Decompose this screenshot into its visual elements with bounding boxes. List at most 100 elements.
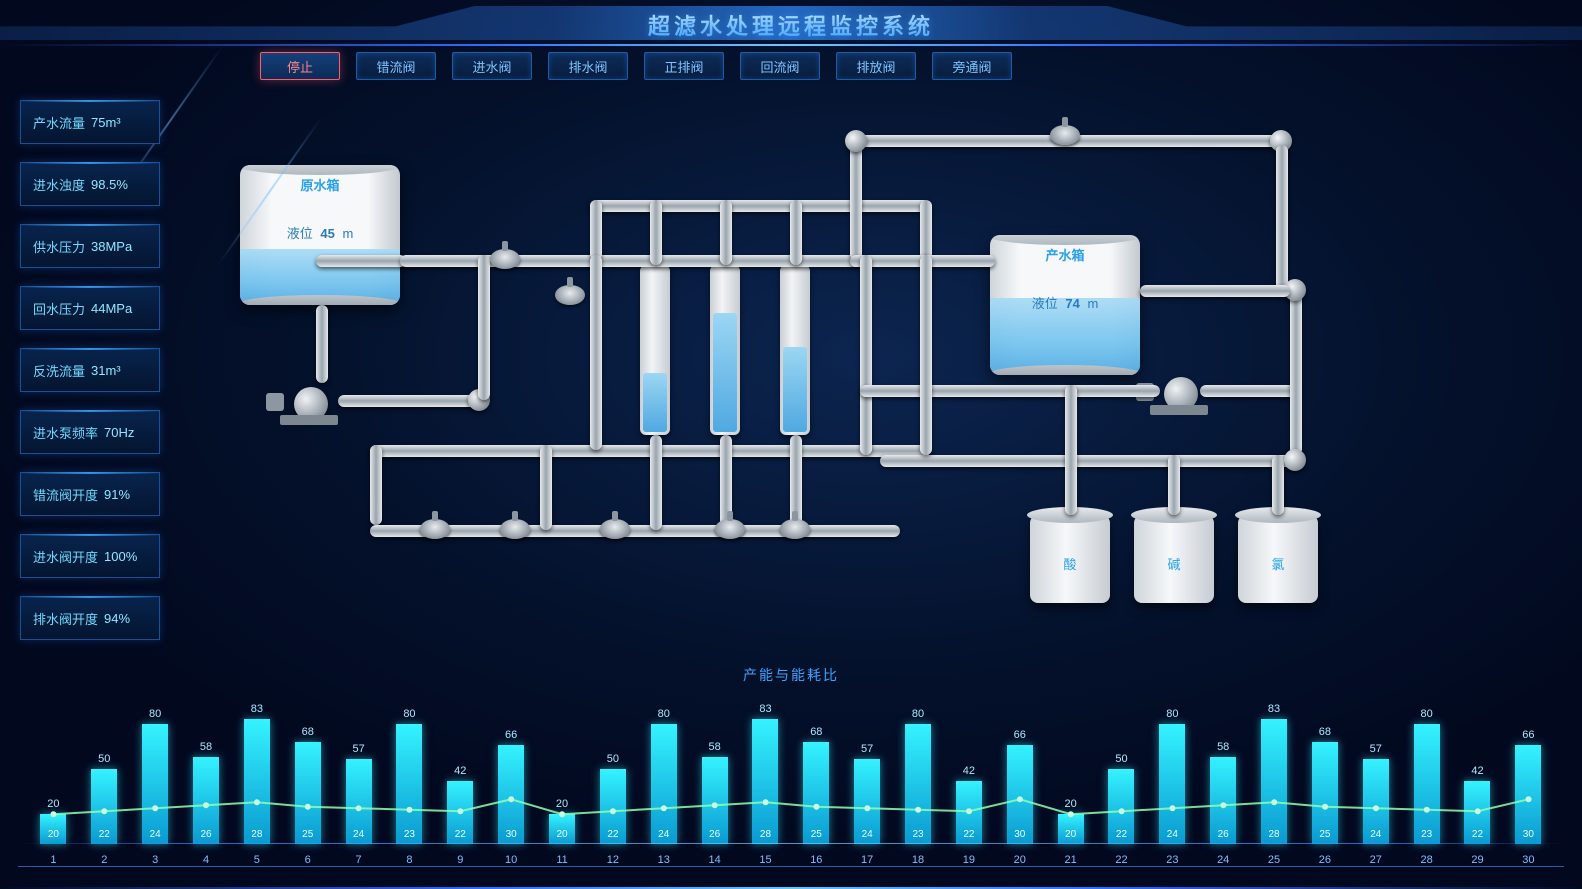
line-series: [53, 799, 1528, 814]
metric-value: 44MPa: [91, 301, 132, 316]
line-point: [864, 805, 870, 811]
metric-value: 100%: [104, 549, 137, 564]
metric-card-7: 进水阀开度100%: [20, 534, 160, 578]
chem-label: 碱: [1134, 554, 1214, 573]
line-point: [813, 804, 819, 810]
toolbar-button-4[interactable]: 正排阀: [644, 52, 724, 80]
line-point: [763, 799, 769, 805]
level-label: 液位: [1032, 296, 1058, 311]
filter-column-3: [780, 265, 810, 435]
product-tank-title: 产水箱: [990, 245, 1140, 264]
feed-pump: [280, 383, 338, 425]
metric-card-3: 回水压力44MPa: [20, 286, 160, 330]
metric-card-2: 供水压力38MPa: [20, 224, 160, 268]
toolbar-button-6[interactable]: 排放阀: [836, 52, 916, 80]
metric-card-1: 进水浊度98.5%: [20, 162, 160, 206]
metric-value: 91%: [104, 487, 130, 502]
line-point: [203, 802, 209, 808]
x-axis-label: 24: [1198, 854, 1249, 866]
x-axis-label: 27: [1350, 854, 1401, 866]
line-point: [1475, 808, 1481, 814]
metric-label: 进水泵频率: [33, 423, 98, 442]
acid-tank: 酸: [1030, 515, 1110, 603]
line-point: [305, 804, 311, 810]
x-axis-label: 3: [130, 854, 181, 866]
pipe: [1200, 385, 1300, 397]
metric-card-6: 错流阀开度 91%: [20, 472, 160, 516]
x-axis-label: 14: [689, 854, 740, 866]
tank-bottom: [990, 365, 1140, 375]
toolbar-button-0[interactable]: 停止: [260, 52, 340, 80]
pipe: [880, 455, 1300, 467]
level-unit: m: [1087, 296, 1098, 311]
line-point: [1322, 804, 1328, 810]
line-point: [966, 808, 972, 814]
pipe: [920, 200, 932, 260]
source-tank-level: 液位 45 m: [240, 223, 400, 242]
pipe: [1168, 455, 1180, 515]
filter-column-2: [710, 265, 740, 435]
toolbar-button-7[interactable]: 旁通阀: [932, 52, 1012, 80]
pipe: [478, 255, 490, 400]
valve-icon: [555, 285, 585, 305]
pipe: [1272, 455, 1284, 515]
capacity-chart: 2020150222802435826483285682565724780238…: [18, 687, 1564, 867]
metric-value: 31m³: [91, 363, 121, 378]
tank-lid: [240, 165, 400, 175]
x-axis-label: 26: [1299, 854, 1350, 866]
line-point: [915, 807, 921, 813]
line-point: [1220, 802, 1226, 808]
pipe: [1065, 385, 1077, 515]
metric-label: 反洗流量: [33, 361, 85, 380]
metric-card-8: 排水阀开度94%: [20, 596, 160, 640]
product-tank: 产水箱 液位 74 m: [990, 235, 1140, 375]
chart-baseline: [18, 843, 1564, 844]
line-point: [356, 805, 362, 811]
x-axis-label: 30: [1503, 854, 1554, 866]
metric-value: 94%: [104, 611, 130, 626]
valve-icon: [500, 519, 530, 539]
metric-value: 75m³: [91, 115, 121, 130]
line-point: [101, 808, 107, 814]
page-title: 超滤水处理远程监控系统: [648, 9, 934, 41]
metric-card-5: 进水泵频率 70Hz: [20, 410, 160, 454]
filter-column-1: [640, 265, 670, 435]
line-point: [1526, 796, 1532, 802]
pipe: [790, 200, 802, 265]
metric-value: 38MPa: [91, 239, 132, 254]
x-axis-label: 12: [587, 854, 638, 866]
alkali-tank: 碱: [1134, 515, 1214, 603]
x-axis-label: 2: [79, 854, 130, 866]
pipe-elbow: [1284, 449, 1306, 471]
filter-water: [713, 313, 737, 432]
process-diagram: 原水箱 液位 45 m 产水箱 液位 74 m 酸 碱 氯: [220, 95, 1480, 645]
pipe: [590, 200, 930, 212]
pipe: [540, 445, 552, 530]
pipe: [316, 305, 328, 383]
line-point: [508, 796, 514, 802]
line-point: [50, 811, 56, 817]
x-axis-label: 13: [638, 854, 689, 866]
x-axis-label: 18: [893, 854, 944, 866]
metric-label: 进水浊度: [33, 175, 85, 194]
chart-section: 产能与能耗比 202015022280243582648328568256572…: [18, 665, 1564, 875]
level-label: 液位: [287, 226, 313, 241]
source-tank-title: 原水箱: [240, 175, 400, 194]
valve-icon: [600, 519, 630, 539]
toolbar-button-2[interactable]: 进水阀: [452, 52, 532, 80]
pipe: [850, 135, 862, 260]
product-tank-level: 液位 74 m: [990, 293, 1140, 312]
x-axis-label: 7: [333, 854, 384, 866]
x-axis-label: 16: [791, 854, 842, 866]
source-tank: 原水箱 液位 45 m: [240, 165, 400, 305]
line-point: [1017, 796, 1023, 802]
pipe: [370, 445, 382, 525]
metric-value: 70Hz: [104, 425, 134, 440]
toolbar-button-3[interactable]: 排水阀: [548, 52, 628, 80]
line-point: [1373, 805, 1379, 811]
toolbar-button-5[interactable]: 回流阀: [740, 52, 820, 80]
pipe: [920, 255, 932, 455]
toolbar-button-1[interactable]: 错流阀: [356, 52, 436, 80]
pipe-elbow: [845, 130, 867, 152]
metric-label: 错流阀开度: [33, 485, 98, 504]
